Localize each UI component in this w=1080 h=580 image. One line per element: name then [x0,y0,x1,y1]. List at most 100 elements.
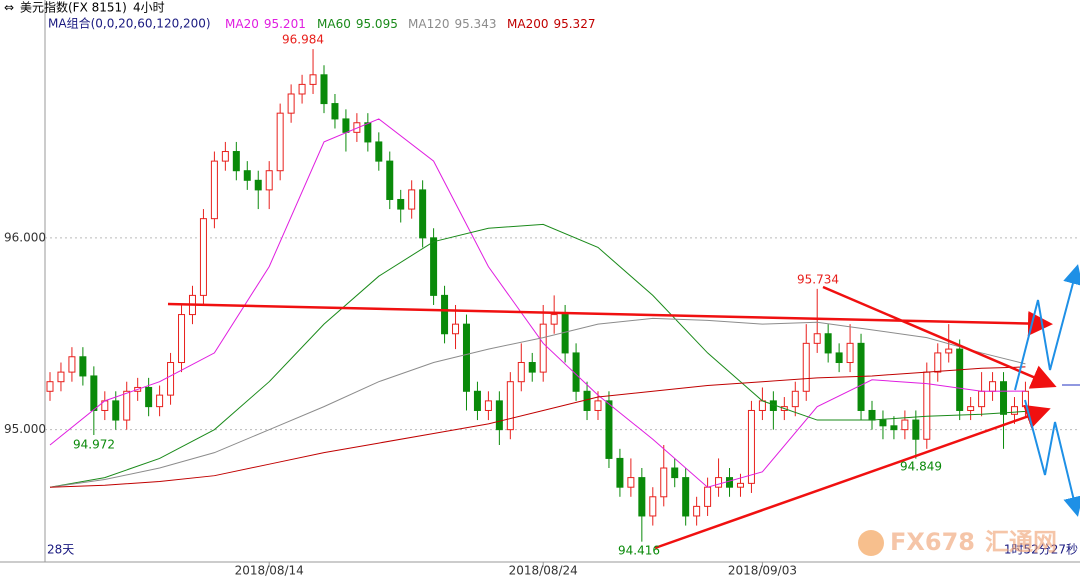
candle-body [408,189,416,210]
candle-body [243,170,251,181]
support-line [654,404,1051,550]
candle-body [79,356,87,377]
y-tick-label: 95.000 [4,422,46,436]
candle-body [550,314,558,325]
candle-body [419,189,427,239]
candle-body [1010,406,1018,415]
candle-body [736,482,744,488]
candle-body [145,386,153,408]
candle-body [715,477,723,488]
candle-body [901,419,909,431]
candle-body [221,151,229,162]
candle-body [945,348,953,354]
watermark-logo [858,530,884,556]
candle-body [90,375,98,411]
candle-body [364,122,372,143]
candle-body [660,467,668,498]
candle-body [309,74,317,85]
ma-line [49,366,1026,488]
watermark: 汇通网 [985,528,1057,556]
candle-body [890,425,898,431]
candle-body [1000,381,1008,415]
footer-right: 1时52分27秒 [1004,543,1078,557]
candle-body [616,457,624,488]
legend-entry: MA20 95.201 [225,17,306,31]
candle-body [167,362,175,396]
legend-value: 95.343 [454,17,496,31]
candle-body [693,505,701,517]
candle-body [857,342,865,411]
candle-body [112,400,120,421]
low-label: 94.416 [618,544,660,558]
candle-body [473,390,481,411]
candle-body [484,400,492,411]
ma-group[interactable]: MA组合(0,0,20,60,120,200) [48,16,211,31]
candle-body [517,362,525,383]
candle-body [320,74,328,105]
candle-body [846,342,854,364]
candle-body [912,419,920,440]
candle-body [397,198,405,210]
candle-body [627,477,635,488]
candle-body [923,371,931,440]
candle-body [199,218,207,296]
candle-body [561,314,569,354]
candle-body [868,409,876,421]
candle-body [46,381,54,392]
candle-body [967,406,975,411]
candle-body [232,151,240,172]
symbol-icon: ⇔ [4,1,14,15]
candle-body [671,467,679,479]
candle-body [276,112,284,172]
candle-body [495,400,503,431]
candle-body [156,394,164,408]
candle-body [462,323,470,392]
candle-body [441,294,449,335]
candle-body [649,496,657,517]
watermark: FX678 [890,528,975,556]
candle-body [638,477,646,517]
candle-body [342,118,350,133]
legend-entry: MA60 95.095 [317,17,398,31]
candle-body [375,141,383,162]
candle-body [254,179,262,191]
candle-body [802,342,810,392]
candle-body [123,390,131,421]
candle-body [353,122,361,133]
candle-body [824,333,832,354]
ma-line [49,118,1026,488]
symbol-title: 美元指数(FX 8151) [20,0,127,15]
low-label: 94.972 [73,438,115,452]
candle-body [989,381,997,392]
candle-body [539,323,547,373]
legend-name: MA60 [317,17,351,31]
candle-body [594,400,602,411]
candle-body [758,400,766,411]
candle-body [813,333,821,344]
legend-entry: MA200 95.327 [507,17,595,31]
candle-body [583,390,591,411]
high-label: 96.984 [282,33,324,47]
candle-body [934,352,942,373]
candle-body [57,371,65,383]
high-label: 95.734 [797,273,839,287]
candle-body [835,352,843,364]
candle-body [298,83,306,95]
candle-body [682,477,690,517]
period[interactable]: 4小时 [133,1,165,15]
legend-value: 95.201 [264,17,306,31]
candle-body [879,419,887,427]
x-tick-label: 2018/08/24 [509,564,578,578]
candle-body [528,362,536,373]
candle-body [956,348,964,411]
ma-line [49,317,1026,488]
trend-drawings [167,264,1080,550]
y-tick-label: 96.000 [4,230,46,244]
candle-body [791,390,799,408]
legend-name: MA200 [507,17,548,31]
scenario-arrow-up [1014,264,1080,391]
candle-body [506,381,514,431]
candle-body [287,93,295,114]
